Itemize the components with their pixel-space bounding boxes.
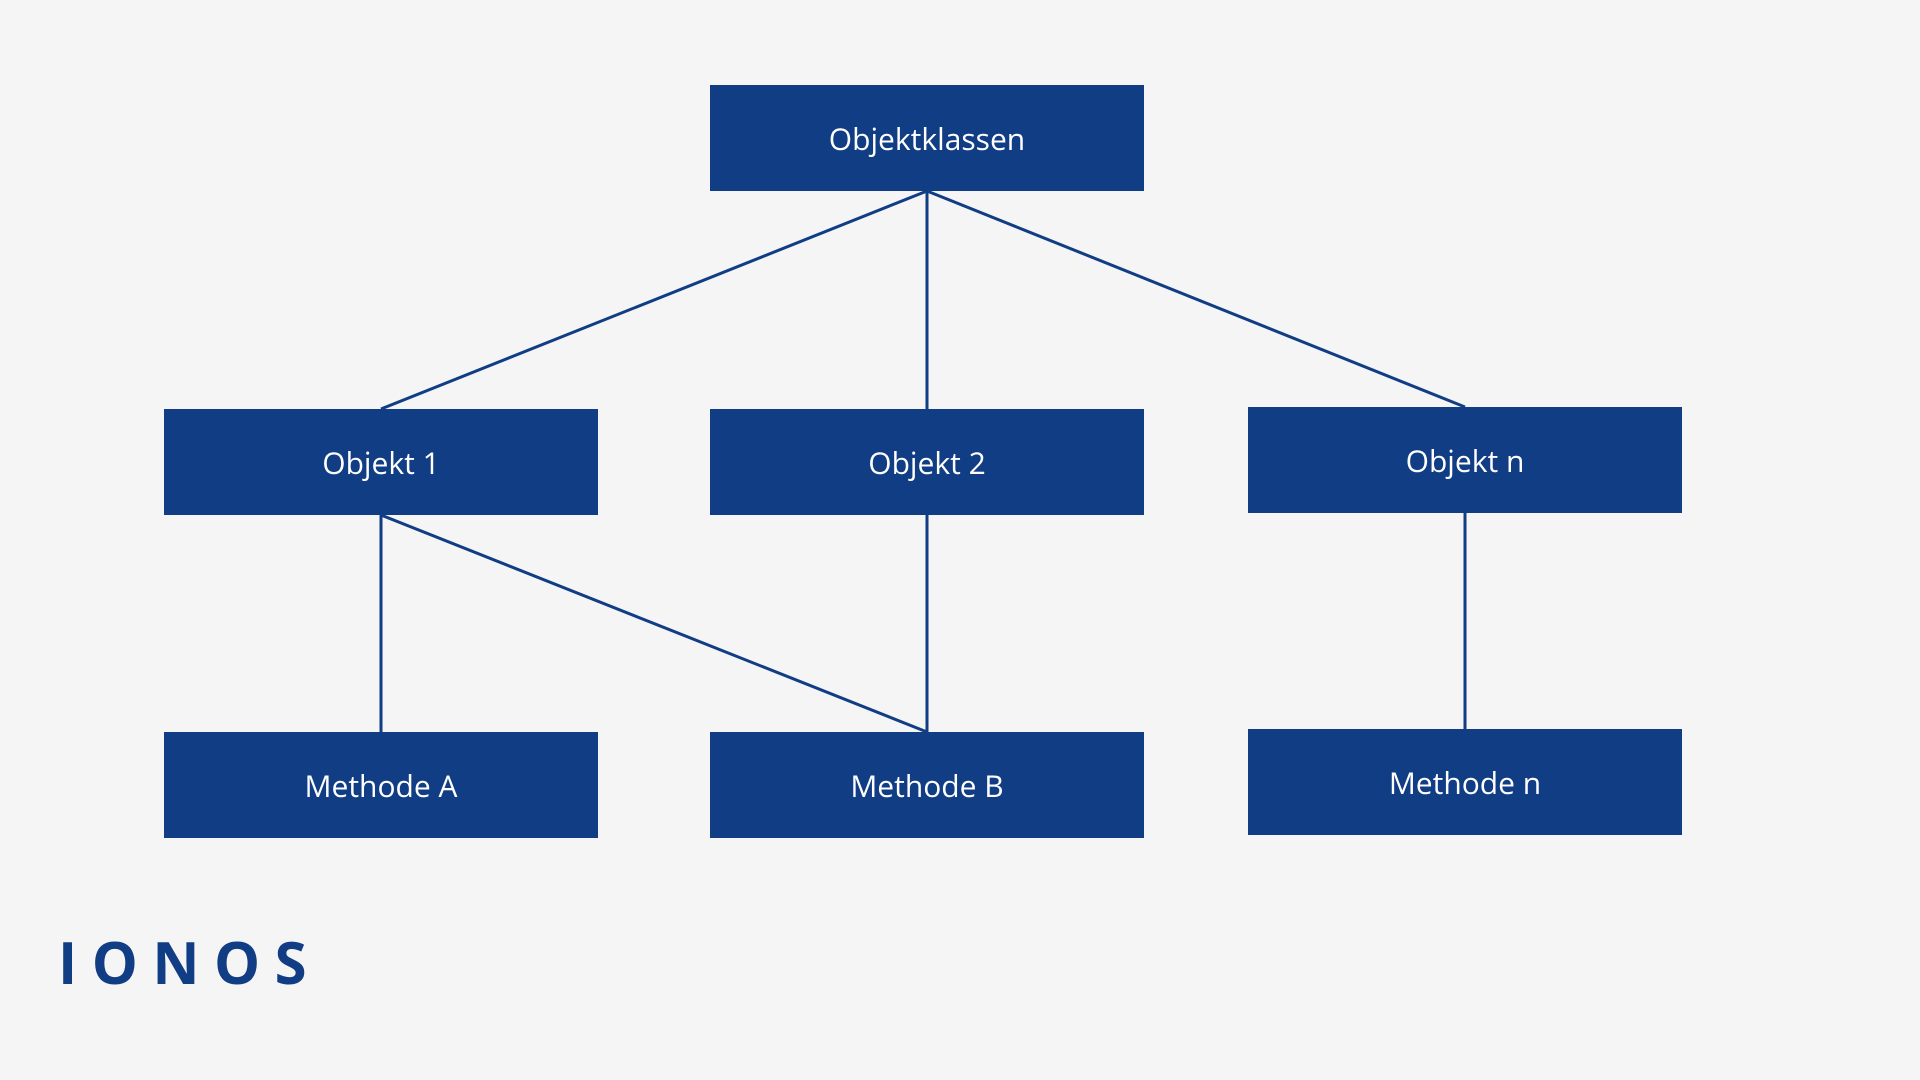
- brand-logo: IONOS: [58, 922, 321, 1001]
- edge-root-obj1: [381, 191, 927, 409]
- node-methB: Methode B: [710, 732, 1144, 838]
- node-obj1: Objekt 1: [164, 409, 598, 515]
- node-methA: Methode A: [164, 732, 598, 838]
- node-methn: Methode n: [1248, 729, 1682, 835]
- node-obj2: Objekt 2: [710, 409, 1144, 515]
- edge-obj1-methB: [381, 515, 927, 732]
- node-root: Objektklassen: [710, 85, 1144, 191]
- diagram-canvas: IONOS Objektklassen Objekt 1 Objekt 2 Objek…: [0, 0, 1920, 1080]
- edge-root-objn: [927, 191, 1465, 407]
- node-objn: Objekt n: [1248, 407, 1682, 513]
